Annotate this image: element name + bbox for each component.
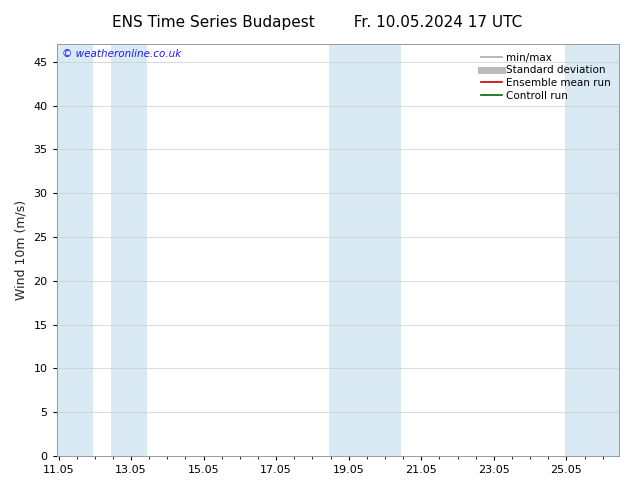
Legend: min/max, Standard deviation, Ensemble mean run, Controll run: min/max, Standard deviation, Ensemble me…	[477, 49, 615, 105]
Y-axis label: Wind 10m (m/s): Wind 10m (m/s)	[15, 200, 28, 300]
Bar	[56, 45, 93, 456]
Text: ENS Time Series Budapest        Fr. 10.05.2024 17 UTC: ENS Time Series Budapest Fr. 10.05.2024 …	[112, 15, 522, 30]
Text: © weatheronline.co.uk: © weatheronline.co.uk	[62, 49, 181, 58]
Bar	[111, 45, 147, 456]
Bar	[329, 45, 365, 456]
Bar	[565, 45, 593, 456]
Bar	[365, 45, 401, 456]
Bar	[593, 45, 619, 456]
